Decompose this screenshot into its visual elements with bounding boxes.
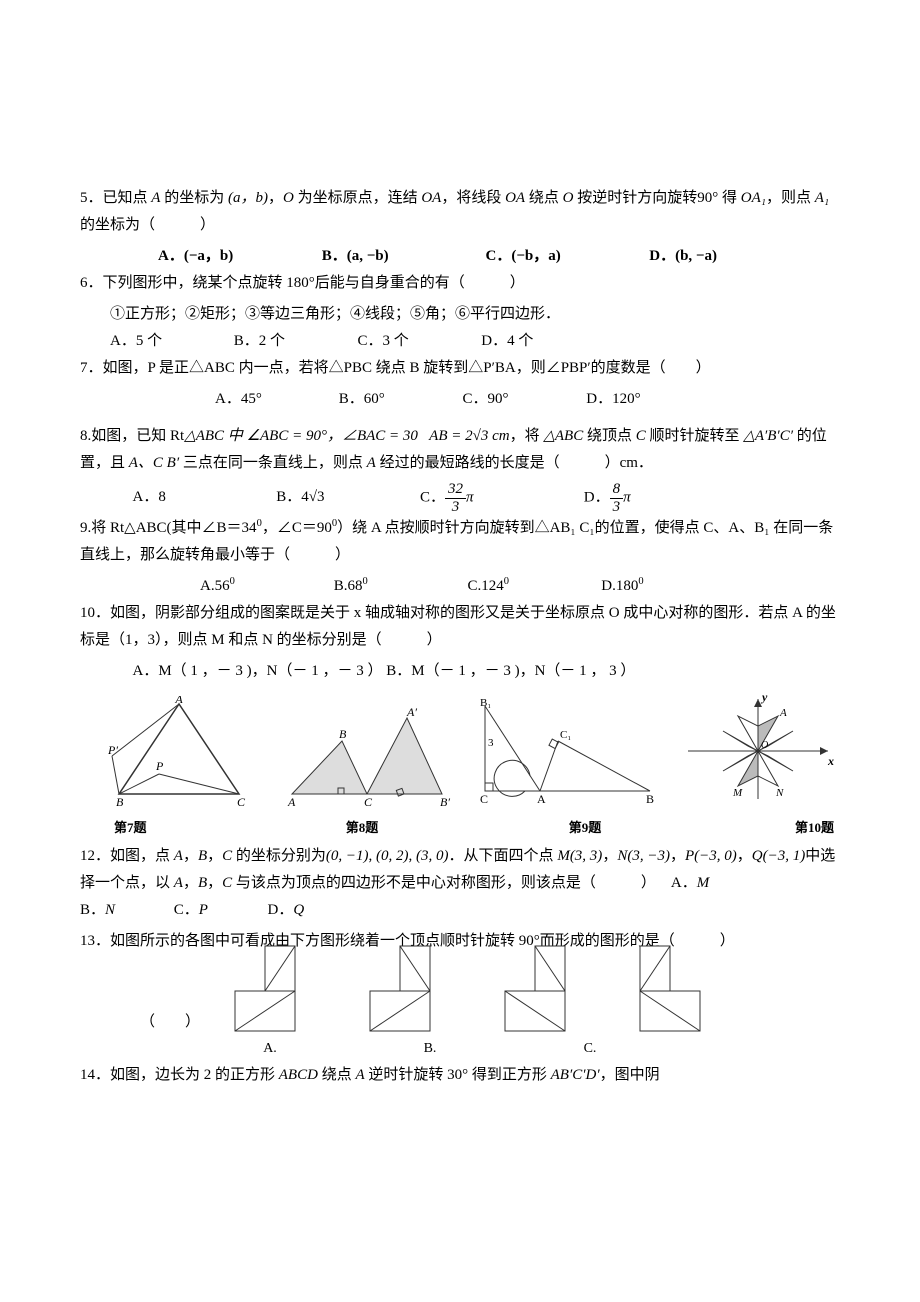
q7: 7．如图，P 是正△ABC 内一点，若将△PBC 绕点 B 旋转到△P′BA，则… — [80, 355, 840, 382]
q13-fig-d — [635, 941, 730, 1036]
svg-text:y: y — [760, 691, 768, 704]
q12-opt-c[interactable]: C．P — [174, 897, 264, 924]
q5-opt-b[interactable]: B．(a, −b) — [322, 243, 482, 270]
svg-text:A: A — [779, 707, 787, 719]
q7-opt-d[interactable]: D．120° — [586, 386, 706, 413]
q14: 14．如图，边长为 2 的正方形 ABCD 绕点 A 逆时针旋转 30° 得到正… — [80, 1062, 840, 1089]
svg-text:N: N — [775, 787, 784, 799]
q13-figures: （ ） — [140, 941, 840, 1036]
svg-text:A: A — [174, 696, 183, 706]
svg-text:C₁: C₁ — [560, 729, 571, 741]
q8-opt-b[interactable]: B．4√3 — [276, 484, 416, 511]
q9-opt-c[interactable]: C.1240 — [468, 573, 598, 600]
q9-options: A.560 B.680 C.1240 D.1800 — [80, 573, 840, 600]
q13-cap-a: A. — [210, 1036, 330, 1061]
figures-row: A P′ P B C 第7题 A′ B A C B′ 第8题 — [104, 691, 840, 839]
svg-text:B: B — [339, 727, 347, 741]
figure-q9: B₁ C₁ 3 C A B 第9题 — [470, 696, 660, 839]
svg-text:A: A — [537, 792, 546, 806]
svg-text:C: C — [480, 792, 488, 806]
figure-q7: A P′ P B C 第7题 — [104, 696, 254, 839]
q12-opt-d[interactable]: D．Q — [268, 897, 358, 924]
q5-text: 5．已知点 A 的坐标为 (a，b)，O 为坐标原点，连结 OA，将线段 OA … — [80, 190, 829, 233]
q13-cap-b: B. — [370, 1036, 490, 1061]
q5-opt-a[interactable]: A．(−a，b) — [158, 243, 318, 270]
q13-fig-c — [500, 941, 595, 1036]
q9-opt-a[interactable]: A.560 — [200, 573, 330, 600]
svg-text:O: O — [761, 740, 768, 751]
q12: 12．如图，点 A，B，C 的坐标分别为(0, −1), (0, 2), (3,… — [80, 843, 840, 924]
q7-opt-c[interactable]: C．90° — [463, 386, 583, 413]
q8: 8.如图，已知 Rt△ABC 中 ∠ABC = 90°，∠BAC = 30 AB… — [80, 423, 840, 477]
q12-opt-a[interactable]: A．M — [671, 870, 761, 897]
figure-q8: A′ B A C B′ 第8题 — [272, 706, 452, 839]
svg-text:P′: P′ — [107, 743, 118, 757]
svg-text:M: M — [732, 787, 743, 799]
q13-captions: A. B. C. — [210, 1036, 840, 1061]
svg-text:P: P — [155, 759, 164, 773]
q8-options: A．8 B．4√3 C．323π D．83π — [80, 481, 840, 515]
q12-opt-b[interactable]: B．N — [80, 897, 170, 924]
svg-text:A′: A′ — [406, 706, 417, 719]
q6-opt-c[interactable]: C．3 个 — [358, 328, 478, 355]
q13-fig-b — [365, 941, 460, 1036]
svg-text:3: 3 — [488, 737, 494, 749]
q6: 6．下列图形中，绕某个点旋转 180°后能与自身重合的有（ ） — [80, 270, 840, 297]
q10-options: A．M（ 1 ，－ 3 )，N（－ 1 ，－ 3 ） B．M（－ 1 ，－ 3 … — [80, 658, 840, 685]
svg-text:C: C — [364, 795, 373, 806]
q8-opt-d[interactable]: D．83π — [584, 481, 704, 515]
q6-opt-d[interactable]: D．4 个 — [481, 328, 601, 355]
q7-opt-b[interactable]: B．60° — [339, 386, 459, 413]
q5-opt-c[interactable]: C．(−b，a) — [486, 243, 646, 270]
q5-opt-d[interactable]: D．(b, −a) — [649, 243, 809, 270]
figure-q10: y x A O M N 第10题 — [678, 691, 838, 839]
q6-opt-b[interactable]: B．2 个 — [234, 328, 354, 355]
q10-opt-b[interactable]: B．M（－ 1 ，－ 3 )，N（－ 1 ， 3 ） — [386, 663, 635, 679]
svg-text:B: B — [646, 792, 654, 806]
q10-opt-a[interactable]: A．M（ 1 ，－ 3 )，N（－ 1 ，－ 3 ） — [133, 663, 383, 679]
q6-opt-a[interactable]: A．5 个 — [110, 328, 230, 355]
svg-text:A: A — [287, 795, 296, 806]
q9-opt-b[interactable]: B.680 — [334, 573, 464, 600]
q6-options: A．5 个 B．2 个 C．3 个 D．4 个 — [80, 328, 840, 355]
svg-text:x: x — [827, 754, 834, 768]
q9-opt-d[interactable]: D.1800 — [601, 573, 731, 600]
q8-opt-a[interactable]: A．8 — [133, 484, 273, 511]
q10-text: 10．如图，阴影部分组成的图案既是关于 x 轴成轴对称的图形又是关于坐标原点 O… — [80, 605, 836, 648]
svg-text:B₁: B₁ — [480, 697, 491, 709]
q9-text: 9.将 Rt△ABC(其中∠B＝340，∠C＝900）绕 A 点按顺时针方向旋转… — [80, 520, 833, 563]
q9: 9.将 Rt△ABC(其中∠B＝340，∠C＝900）绕 A 点按顺时针方向旋转… — [80, 515, 840, 569]
q14-text: 14．如图，边长为 2 的正方形 ABCD 绕点 A 逆时针旋转 30° 得到正… — [80, 1067, 660, 1083]
q6-text: 6．下列图形中，绕某个点旋转 180°后能与自身重合的有（ ） — [80, 275, 525, 291]
q13-fig-a — [230, 941, 325, 1036]
svg-text:C: C — [237, 795, 246, 806]
q7-text: 7．如图，P 是正△ABC 内一点，若将△PBC 绕点 B 旋转到△P′BA，则… — [80, 360, 711, 376]
svg-text:B′: B′ — [440, 795, 450, 806]
q5: 5．已知点 A 的坐标为 (a，b)，O 为坐标原点，连结 OA，将线段 OA … — [80, 185, 840, 239]
q5-options: A．(−a，b) B．(a, −b) C．(−b，a) D．(b, −a) — [80, 243, 840, 270]
q8-text: 8.如图，已知 Rt△ABC 中 ∠ABC = 90°，∠BAC = 30 AB… — [80, 428, 827, 471]
q7-options: A．45° B．60° C．90° D．120° — [80, 386, 840, 413]
q10: 10．如图，阴影部分组成的图案既是关于 x 轴成轴对称的图形又是关于坐标原点 O… — [80, 600, 840, 654]
q6-items: ①正方形；②矩形；③等边三角形；④线段；⑤角；⑥平行四边形． — [80, 301, 840, 328]
svg-text:B: B — [116, 795, 124, 806]
q13-cap-c: C. — [530, 1036, 650, 1061]
q8-opt-c[interactable]: C．323π — [420, 481, 580, 515]
q7-opt-a[interactable]: A．45° — [215, 386, 335, 413]
